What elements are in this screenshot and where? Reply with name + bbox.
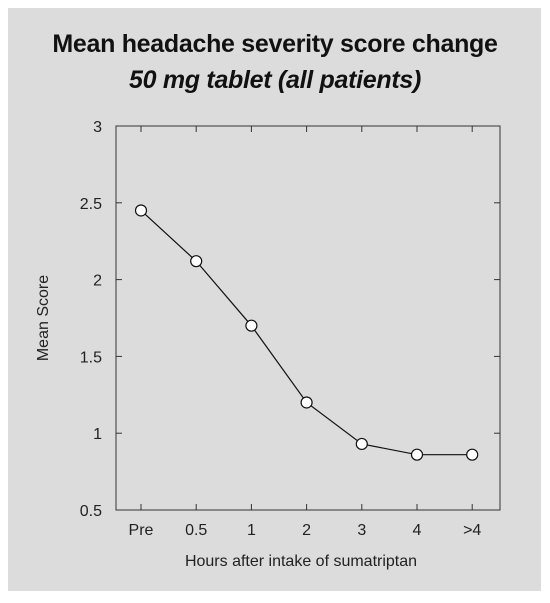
data-point — [190, 255, 203, 268]
x-axis-title: Hours after intake of sumatriptan — [185, 553, 417, 570]
y-tick-label: 1.5 — [80, 349, 102, 366]
y-tick-label: 3 — [93, 119, 102, 136]
y-axis: 0.5 1 1.5 2 2.5 3 — [80, 119, 500, 520]
x-tick-label: 4 — [413, 522, 422, 539]
x-tick-label: 0.5 — [185, 522, 207, 539]
chart-panel — [8, 8, 541, 591]
chart-subtitle: 50 mg tablet (all patients) — [129, 66, 421, 94]
data-point — [466, 448, 479, 461]
y-tick-label: 0.5 — [80, 503, 102, 520]
y-tick-label: 2 — [93, 273, 102, 290]
chart-title: Mean headache severity score change — [52, 30, 498, 58]
plot-frame — [115, 125, 501, 511]
y-axis-title: Mean Score — [35, 275, 52, 361]
x-tick-label: 1 — [247, 522, 256, 539]
x-tick-label: >4 — [463, 522, 481, 539]
series — [134, 204, 479, 461]
series-line — [140, 210, 473, 456]
data-point — [245, 319, 258, 332]
data-point — [134, 204, 148, 217]
x-tick-label: 3 — [357, 522, 366, 539]
x-tick-label: Pre — [129, 522, 154, 539]
y-tick-label: 1 — [93, 426, 102, 443]
data-point — [355, 437, 368, 451]
data-point — [300, 396, 313, 409]
data-point — [410, 448, 424, 461]
y-tick-label: 2.5 — [80, 196, 102, 213]
x-axis: Pre 0.5 1 2 3 4 >4 — [129, 126, 481, 539]
x-tick-label: 2 — [302, 522, 311, 539]
